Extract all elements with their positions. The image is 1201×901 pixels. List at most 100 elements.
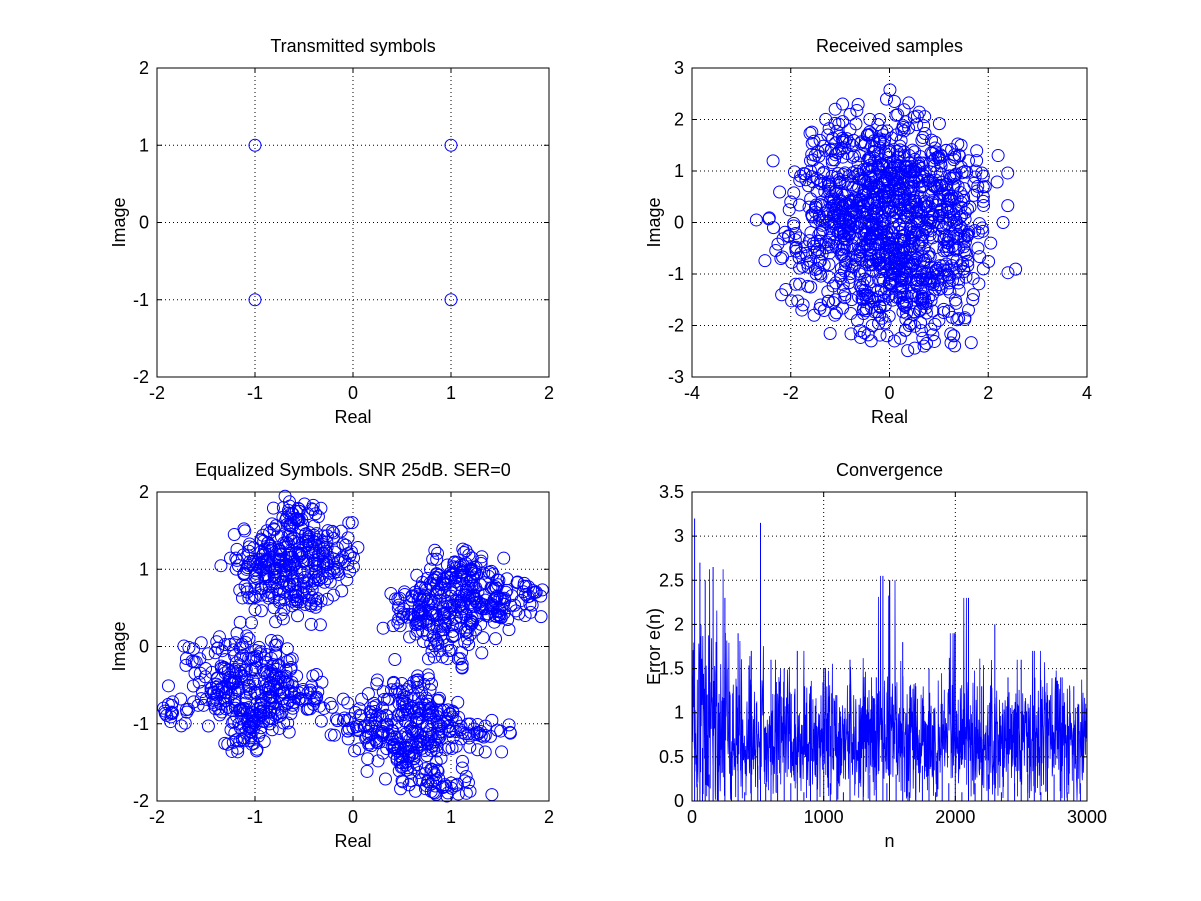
y-tick-label: 1 (139, 135, 149, 155)
data-point (325, 524, 339, 538)
data-point (966, 288, 980, 302)
data-point (371, 754, 385, 768)
data-point (267, 523, 281, 537)
data-point (927, 178, 941, 192)
data-point (882, 175, 896, 189)
data-point (436, 575, 450, 589)
data-point (886, 293, 900, 307)
data-point (850, 104, 864, 118)
data-point (876, 190, 890, 204)
data-point (923, 174, 937, 188)
data-point (813, 267, 827, 281)
data-point (454, 732, 468, 746)
data-point (392, 709, 406, 723)
data-point (863, 125, 877, 139)
data-point (304, 597, 318, 611)
data-point (199, 662, 213, 676)
data-point (262, 680, 276, 694)
data-point (270, 561, 284, 575)
data-point (976, 194, 990, 208)
data-point (943, 285, 957, 299)
data-point (218, 653, 232, 667)
data-point (1009, 262, 1023, 276)
data-point (813, 234, 827, 248)
data-point (238, 579, 252, 593)
data-point (866, 193, 880, 207)
data-point (853, 324, 867, 338)
data-point (845, 293, 859, 307)
data-point (286, 698, 300, 712)
x-axis-label: Real (871, 407, 908, 427)
data-point (888, 249, 902, 263)
data-point (894, 134, 908, 148)
data-point (302, 573, 316, 587)
data-point (887, 94, 901, 108)
data-point (805, 125, 819, 139)
data-point (439, 779, 453, 793)
data-point (471, 718, 485, 732)
data-point (391, 592, 405, 606)
data-point (969, 164, 983, 178)
data-point (431, 764, 445, 778)
data-point (264, 633, 278, 647)
data-point (953, 185, 967, 199)
data-point (403, 630, 417, 644)
chart-tx: -2 -1 0 1 2 -2 -1 0 1 2 Transmitted symbols Real Ima… (109, 36, 554, 427)
data-point (463, 740, 477, 754)
data-point (958, 313, 972, 327)
data-point (396, 697, 410, 711)
data-point (853, 149, 867, 163)
data-point (399, 755, 413, 769)
data-point (219, 702, 233, 716)
data-point (902, 121, 916, 135)
data-point (866, 264, 880, 278)
data-point (952, 283, 966, 297)
data-point (905, 250, 919, 264)
data-point (828, 153, 842, 167)
data-point (900, 306, 914, 320)
data-point (793, 277, 807, 291)
data-point (438, 618, 452, 632)
data-point (465, 615, 479, 629)
data-point (469, 595, 483, 609)
data-point (275, 560, 289, 574)
data-point (239, 691, 253, 705)
data-point (181, 702, 195, 716)
data-point (973, 250, 987, 264)
data-point (802, 200, 816, 214)
data-point (478, 576, 492, 590)
axes-frame (691, 491, 1088, 802)
data-point (254, 604, 268, 618)
data-point (914, 293, 928, 307)
data-point (422, 614, 436, 628)
data-point (228, 649, 242, 663)
data-point (972, 217, 986, 231)
data-point (392, 598, 406, 612)
data-point (415, 741, 429, 755)
data-point (970, 154, 984, 168)
x-tick-label: 1 (446, 383, 456, 403)
data-point (928, 317, 942, 331)
data-point (984, 236, 998, 250)
data-point (844, 327, 858, 341)
data-point (426, 715, 440, 729)
data-point (912, 236, 926, 250)
data-point (459, 786, 473, 800)
chart-title: Transmitted symbols (270, 36, 435, 56)
data-point (242, 591, 256, 605)
data-point (961, 254, 975, 268)
data-point (819, 112, 833, 126)
data-point (855, 205, 869, 219)
data-point (934, 159, 948, 173)
data-point (391, 615, 405, 629)
x-tick-label: -2 (149, 807, 165, 827)
data-point (305, 539, 319, 553)
data-point (421, 774, 435, 788)
chart-conv: 0 1000 2000 3000 0 0.5 1 1.5 2 2.5 3 3.5 Convergence… (644, 460, 1107, 851)
data-point (351, 541, 365, 555)
data-point (421, 652, 435, 666)
data-point (296, 574, 310, 588)
data-point (932, 117, 946, 131)
data-point (409, 725, 423, 739)
data-point (452, 710, 466, 724)
